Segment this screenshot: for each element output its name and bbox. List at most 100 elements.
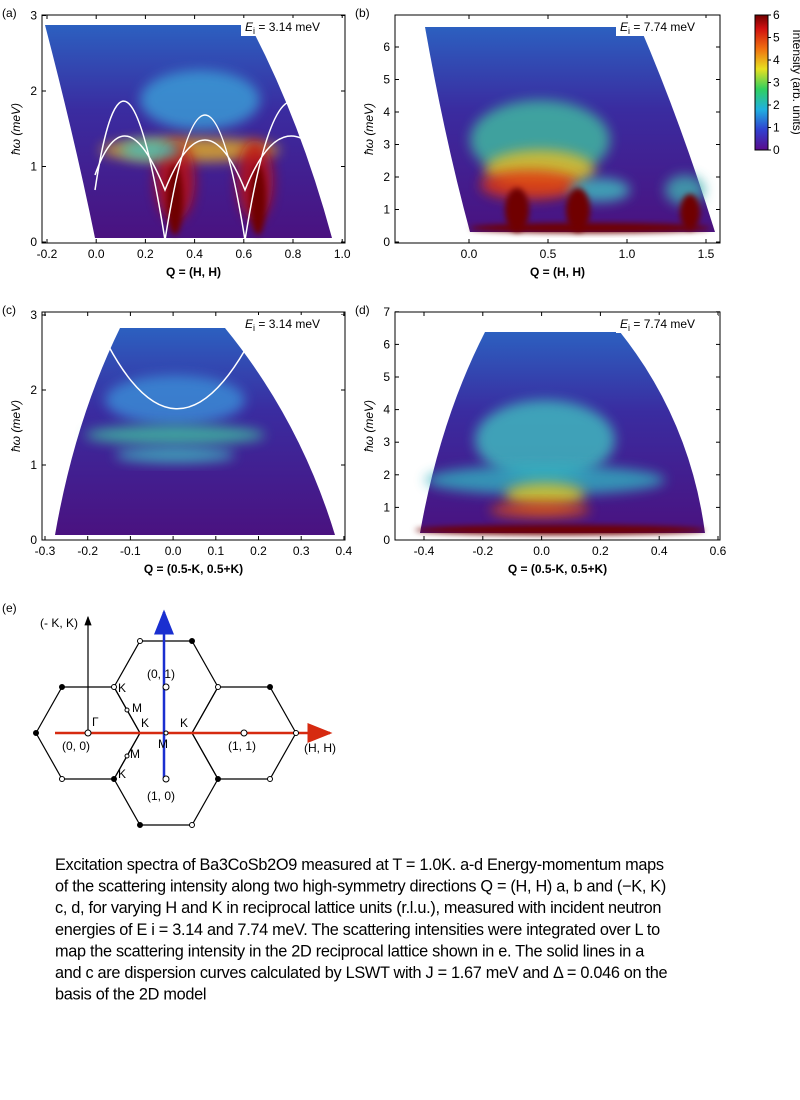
m-label: M <box>158 737 168 751</box>
y-tick-label: 4 <box>383 105 390 119</box>
caption-line: energies of E i = 3.14 and 7.74 meV. The… <box>55 921 660 939</box>
x-axis-label: Q = (H, H) <box>166 265 221 279</box>
colorbar-tick-label: 0 <box>773 143 780 157</box>
k-label: K <box>180 716 188 730</box>
panel-label: (e) <box>2 601 17 615</box>
ei-value: = 7.74 meV <box>630 317 695 331</box>
colorbar-tick-label: 3 <box>773 76 780 90</box>
colorbar-tick-label: 6 <box>773 8 780 22</box>
k-label: K <box>118 767 126 781</box>
x-tick-label: -0.4 <box>414 544 435 558</box>
intensity-feature <box>480 170 580 200</box>
panel-label: (b) <box>355 6 370 20</box>
annotation-bg <box>241 18 343 36</box>
intensity-feature <box>505 483 585 507</box>
intensity-feature <box>140 70 260 130</box>
panel-label: (a) <box>2 6 17 20</box>
colorbar-tick-label: 1 <box>773 121 780 135</box>
y-tick-label: 2 <box>30 84 37 98</box>
colorbar-title: Intensity (arb. units) <box>790 29 800 134</box>
plot-frame <box>394 14 721 244</box>
lattice-diagram <box>33 609 333 828</box>
plot-frame <box>41 14 346 244</box>
ei-annotation: Ei = 7.74 meV <box>620 317 695 333</box>
x-tick-label: -0.3 <box>35 544 56 558</box>
ei-subscript: i <box>628 26 630 36</box>
x-tick-label: 0.0 <box>88 247 105 261</box>
caption-line: map the scattering intensity in the 2D r… <box>55 942 645 960</box>
x-tick-label: 1.5 <box>698 247 715 261</box>
intensity-peak <box>505 188 529 232</box>
y-tick-label: 1 <box>30 458 37 472</box>
annotation-bg <box>616 315 718 333</box>
x-tick-label: -0.1 <box>120 544 141 558</box>
gamma-label: Γ <box>92 715 99 729</box>
panel-label: (d) <box>355 303 370 317</box>
colorbar-tick-label: 4 <box>773 53 780 67</box>
axis-h-label: (H, H) <box>304 741 336 755</box>
panel-label: (c) <box>2 303 16 317</box>
ei-annotation: Ei = 3.14 meV <box>245 20 320 36</box>
ei-value: = 7.74 meV <box>630 20 695 34</box>
heatmap-panel <box>425 27 715 233</box>
intensity-feature <box>105 375 245 425</box>
m-label: M <box>130 747 140 761</box>
intensity-feature <box>85 425 265 445</box>
k-label: K <box>141 716 149 730</box>
ei-subscript: i <box>253 26 255 36</box>
y-tick-label: 3 <box>383 435 390 449</box>
y-tick-label: 5 <box>383 370 390 384</box>
x-tick-label: -0.2 <box>472 544 493 558</box>
y-tick-label: 1 <box>383 203 390 217</box>
x-tick-label: 1.0 <box>619 247 636 261</box>
ei-subscript: i <box>628 323 630 333</box>
y-tick-label: 3 <box>383 138 390 152</box>
x-tick-label: 0.2 <box>592 544 609 558</box>
heatmap-panel <box>55 328 335 535</box>
intensity-peak <box>415 525 705 535</box>
plot-frame <box>41 311 346 541</box>
y-tick-label: 5 <box>383 73 390 87</box>
intensity-peak <box>167 165 183 235</box>
x-tick-label: 0.8 <box>285 247 302 261</box>
plot-frame <box>394 311 721 541</box>
heatmap-panel <box>415 332 705 535</box>
y-tick-label: 6 <box>383 40 390 54</box>
intensity-feature <box>425 465 665 495</box>
y-axis-label: ħω (meV) <box>9 103 23 155</box>
x-tick-label: 0.5 <box>540 247 557 261</box>
y-tick-label: 0 <box>383 533 390 547</box>
y-tick-label: 7 <box>383 305 390 319</box>
x-tick-label: 1.0 <box>334 247 351 261</box>
lattice-points <box>33 638 299 828</box>
x-tick-label: 0.3 <box>293 544 310 558</box>
ei-symbol: E <box>620 20 629 34</box>
colorbar-tick-label: 5 <box>773 31 780 45</box>
m-label: M <box>132 701 142 715</box>
x-axis-label: Q = (0.5-K, 0.5+K) <box>144 562 243 576</box>
intensity-feature <box>120 140 180 160</box>
y-tick-label: 0 <box>30 235 37 249</box>
y-tick-label: 3 <box>30 308 37 322</box>
ei-symbol: E <box>620 317 629 331</box>
y-axis-label: ħω (meV) <box>362 103 376 155</box>
point-label: (1, 0) <box>147 789 175 803</box>
caption-line: basis of the 2D model <box>55 986 206 1004</box>
y-axis-label: ħω (meV) <box>9 400 23 452</box>
caption-line: and c are dispersion curves calculated b… <box>55 964 668 982</box>
y-tick-label: 0 <box>383 235 390 249</box>
annotation-bg <box>241 315 343 333</box>
y-tick-label: 0 <box>30 533 37 547</box>
x-tick-label: -0.2 <box>77 544 98 558</box>
y-tick-label: 1 <box>383 500 390 514</box>
dispersion-curve <box>94 135 336 193</box>
intensity-peak <box>250 165 266 235</box>
ei-annotation: Ei = 7.74 meV <box>620 20 695 36</box>
point-label: (0, 1) <box>147 667 175 681</box>
dispersion-curve <box>107 344 246 410</box>
annotation-bg <box>616 18 718 36</box>
x-tick-label: 0.0 <box>461 247 478 261</box>
colorbar-tick-label: 2 <box>773 98 780 112</box>
